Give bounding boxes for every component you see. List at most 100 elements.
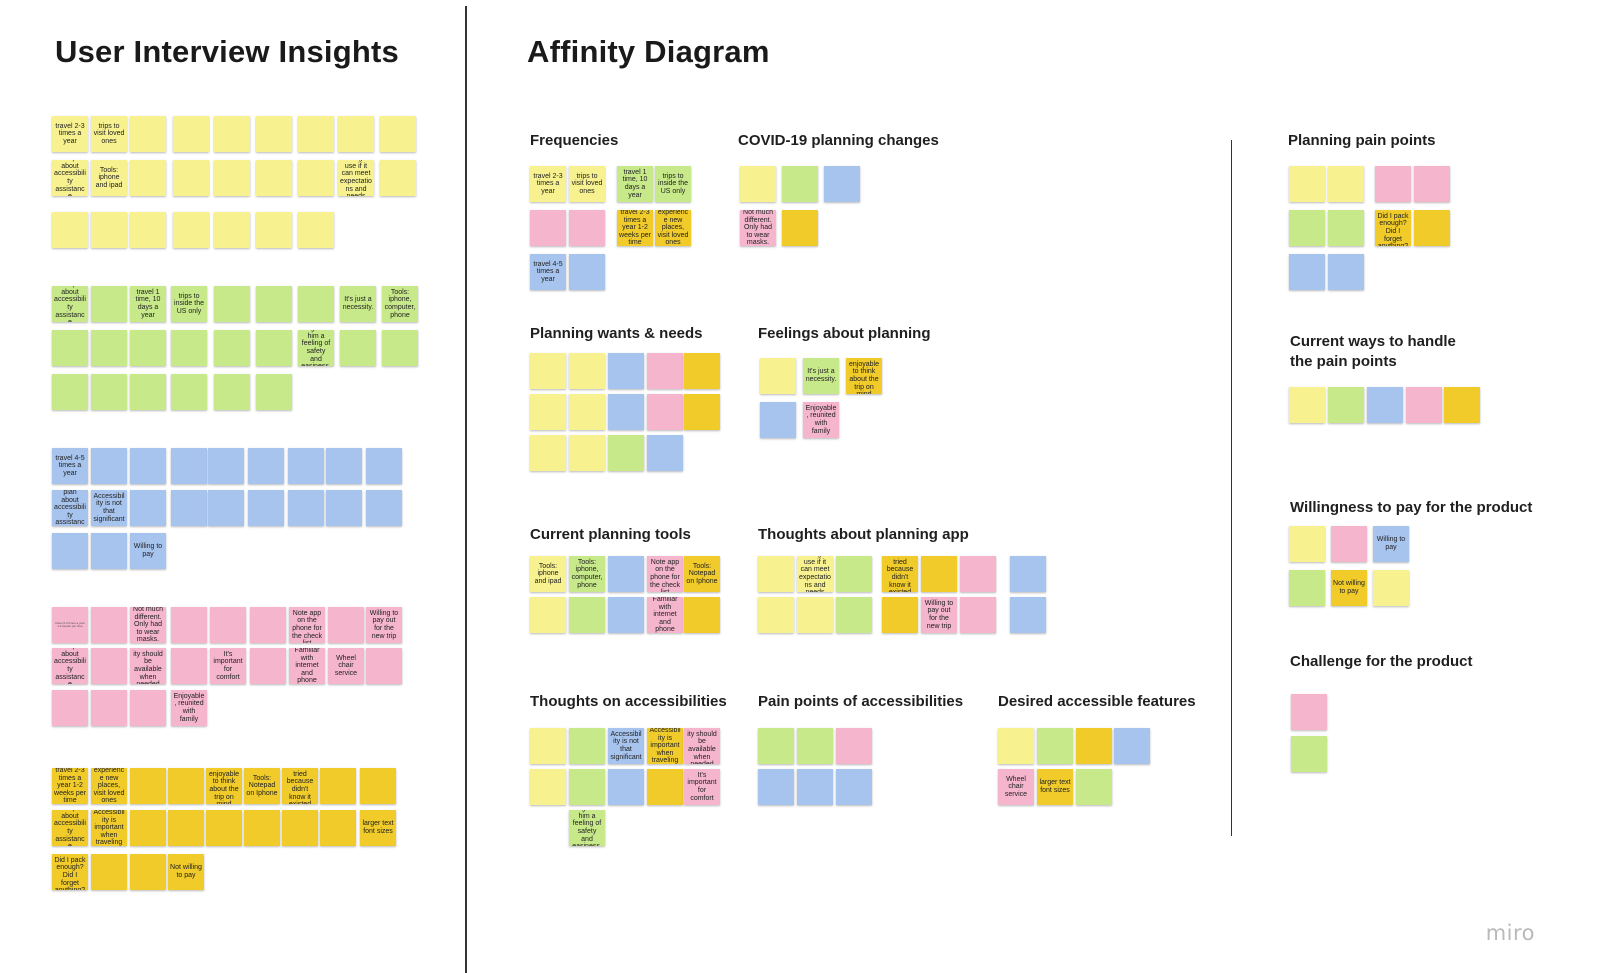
sticky-note[interactable]: [836, 728, 872, 764]
sticky-note[interactable]: [836, 769, 872, 805]
sticky-note[interactable]: [130, 690, 166, 726]
sticky-note[interactable]: [740, 166, 776, 202]
sticky-note[interactable]: [206, 810, 242, 846]
sticky-note[interactable]: [173, 212, 209, 248]
sticky-note[interactable]: [530, 394, 566, 430]
sticky-note[interactable]: Tools: iphone and ipad: [91, 160, 127, 196]
sticky-note[interactable]: [1076, 728, 1112, 764]
sticky-note[interactable]: [782, 210, 818, 246]
sticky-note[interactable]: [647, 769, 683, 805]
sticky-note[interactable]: [1291, 736, 1327, 772]
sticky-note[interactable]: [1328, 210, 1364, 246]
sticky-note[interactable]: [608, 769, 644, 805]
sticky-note[interactable]: [1444, 387, 1480, 423]
sticky-note[interactable]: Not much different. Only had to wear mas…: [130, 607, 166, 643]
sticky-note[interactable]: Does plan about accessibility assistance: [52, 648, 88, 684]
sticky-note[interactable]: [130, 330, 166, 366]
sticky-note[interactable]: [1289, 210, 1325, 246]
sticky-note[interactable]: [130, 160, 166, 196]
sticky-note[interactable]: [214, 286, 250, 322]
sticky-note[interactable]: Not willing to pay: [1331, 570, 1367, 606]
sticky-note[interactable]: [380, 160, 416, 196]
sticky-note[interactable]: [647, 394, 683, 430]
sticky-note[interactable]: travel 1 time, 10 days a year: [617, 166, 653, 202]
sticky-note[interactable]: It's important for comfort: [210, 648, 246, 684]
sticky-note[interactable]: [1414, 210, 1450, 246]
sticky-note[interactable]: [298, 212, 334, 248]
sticky-note[interactable]: It gives him a feeling of safety and eas…: [569, 810, 605, 846]
sticky-note[interactable]: [91, 330, 127, 366]
sticky-note[interactable]: [52, 212, 88, 248]
sticky-note[interactable]: [298, 286, 334, 322]
sticky-note[interactable]: [684, 353, 720, 389]
sticky-note[interactable]: [530, 435, 566, 471]
sticky-note[interactable]: [168, 810, 204, 846]
sticky-note[interactable]: Does plan about accessibility assistance: [52, 160, 88, 196]
sticky-note[interactable]: [320, 810, 356, 846]
sticky-note[interactable]: Willing to pay out for the new trip: [366, 607, 402, 643]
sticky-note[interactable]: [782, 166, 818, 202]
sticky-note[interactable]: travel 2-3 times a year: [52, 116, 88, 152]
sticky-note[interactable]: [684, 394, 720, 430]
sticky-note[interactable]: [171, 448, 207, 484]
sticky-note[interactable]: Does plan about accessibility assistance: [52, 286, 88, 322]
sticky-note[interactable]: [130, 490, 166, 526]
sticky-note[interactable]: travel 2-3 times a year: [530, 166, 566, 202]
sticky-note[interactable]: Familiar with internet and phone: [289, 648, 325, 684]
sticky-note[interactable]: [608, 597, 644, 633]
sticky-note[interactable]: [1289, 387, 1325, 423]
sticky-note[interactable]: [569, 254, 605, 290]
sticky-note[interactable]: [214, 160, 250, 196]
sticky-note[interactable]: [208, 490, 244, 526]
sticky-note[interactable]: Tools: Notepad on Iphone: [244, 768, 280, 804]
sticky-note[interactable]: It's just a necessity.: [340, 286, 376, 322]
sticky-note[interactable]: [91, 854, 127, 890]
sticky-note[interactable]: Never tried because didn't know it exist…: [882, 556, 918, 592]
sticky-note[interactable]: [248, 490, 284, 526]
sticky-note[interactable]: Accessibility is not that significant: [608, 728, 644, 764]
sticky-note[interactable]: travel 4-5 times a year: [530, 254, 566, 290]
sticky-note[interactable]: [1114, 728, 1150, 764]
sticky-note[interactable]: [1328, 254, 1364, 290]
sticky-note[interactable]: [1414, 166, 1450, 202]
sticky-note[interactable]: [256, 330, 292, 366]
sticky-note[interactable]: [366, 448, 402, 484]
sticky-note[interactable]: [797, 597, 833, 633]
sticky-note[interactable]: [569, 353, 605, 389]
sticky-note[interactable]: Accessibility is not that significant: [91, 490, 127, 526]
sticky-note[interactable]: [684, 597, 720, 633]
sticky-note[interactable]: [1291, 694, 1327, 730]
sticky-note[interactable]: [210, 607, 246, 643]
sticky-note[interactable]: [797, 728, 833, 764]
sticky-note[interactable]: [569, 210, 605, 246]
sticky-note[interactable]: larger text font sizes: [1037, 769, 1073, 805]
sticky-note[interactable]: [608, 435, 644, 471]
sticky-note[interactable]: travel 2-3 times a year 1-2 weeks per ti…: [617, 210, 653, 246]
sticky-note[interactable]: [171, 648, 207, 684]
sticky-note[interactable]: travel 4-5 times a year: [52, 448, 88, 484]
sticky-note[interactable]: [1289, 526, 1325, 562]
sticky-note[interactable]: [960, 597, 996, 633]
sticky-note[interactable]: [91, 448, 127, 484]
sticky-note[interactable]: Does not plan about accessibility assist…: [52, 490, 88, 526]
sticky-note[interactable]: [130, 810, 166, 846]
sticky-note[interactable]: experience new places, visit loved ones: [91, 768, 127, 804]
sticky-note[interactable]: [760, 358, 796, 394]
sticky-note[interactable]: [530, 210, 566, 246]
sticky-note[interactable]: [130, 448, 166, 484]
sticky-note[interactable]: [1289, 570, 1325, 606]
sticky-note[interactable]: Tools: Note app on the phone for the che…: [289, 607, 325, 643]
sticky-note[interactable]: [647, 435, 683, 471]
sticky-note[interactable]: [569, 728, 605, 764]
sticky-note[interactable]: Willing to use if it can meet expectatio…: [338, 160, 374, 196]
sticky-note[interactable]: [298, 160, 334, 196]
sticky-note[interactable]: [608, 353, 644, 389]
sticky-note[interactable]: [130, 374, 166, 410]
sticky-note[interactable]: [366, 490, 402, 526]
sticky-note[interactable]: trips to visit loved ones: [91, 116, 127, 152]
sticky-note[interactable]: [214, 374, 250, 410]
sticky-note[interactable]: [569, 597, 605, 633]
sticky-note[interactable]: [256, 212, 292, 248]
sticky-note[interactable]: [1375, 166, 1411, 202]
sticky-note[interactable]: Tools: iphone and ipad: [530, 556, 566, 592]
